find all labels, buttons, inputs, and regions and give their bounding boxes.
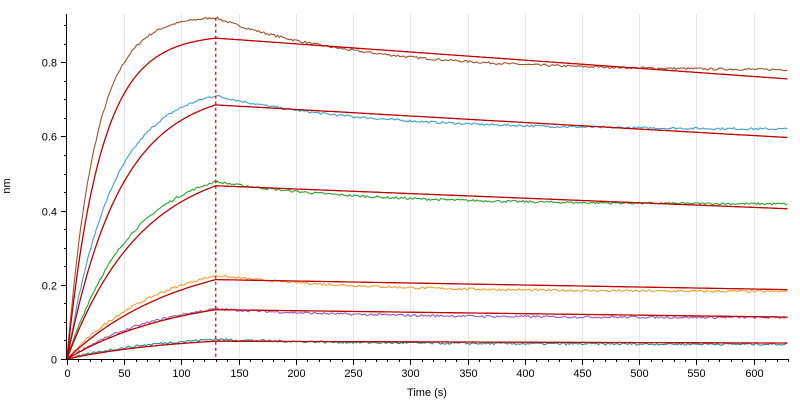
- y-tick-label: 0.6: [42, 132, 57, 144]
- x-axis-title: Time (s): [407, 387, 447, 399]
- ticks: 0 50 100 150 200 250 300 350 400 450 500 550 600 0 0.2…: [42, 25, 789, 380]
- x-tick-label: 250: [344, 368, 362, 380]
- x-tick-label: 300: [401, 368, 419, 380]
- data-trace-2: [66, 95, 788, 360]
- x-tick-label: 200: [287, 368, 305, 380]
- y-tick-label: 0: [51, 355, 57, 367]
- fit-curve-1: [66, 37, 788, 360]
- fit-curve-6: [66, 340, 788, 360]
- x-tick-label: 350: [459, 368, 477, 380]
- axes: [66, 14, 788, 360]
- data-trace-1: [66, 16, 788, 360]
- fit-curve-4: [66, 278, 788, 360]
- y-tick-label: 0.2: [42, 281, 57, 293]
- y-tick-label: 0.4: [42, 207, 57, 219]
- y-tick-label: 0.8: [42, 58, 57, 70]
- x-tick-label: 600: [745, 368, 763, 380]
- x-tick-label: 550: [687, 368, 705, 380]
- data-trace-5: [66, 307, 788, 360]
- x-tick-label: 0: [64, 368, 70, 380]
- data-layer: [66, 16, 788, 360]
- x-tick-label: 500: [630, 368, 648, 380]
- x-tick-label: 150: [230, 368, 248, 380]
- fit-curve-2: [66, 104, 788, 360]
- x-tick-label: 400: [516, 368, 534, 380]
- x-tick-label: 450: [573, 368, 591, 380]
- data-trace-3: [66, 180, 788, 360]
- x-tick-label: 50: [118, 368, 130, 380]
- x-tick-label: 100: [172, 368, 190, 380]
- y-axis-title: nm: [1, 178, 13, 193]
- fit-curve-5: [66, 309, 788, 360]
- data-trace-4: [66, 274, 788, 359]
- grid: [124, 14, 755, 359]
- fit-curve-3: [66, 185, 788, 360]
